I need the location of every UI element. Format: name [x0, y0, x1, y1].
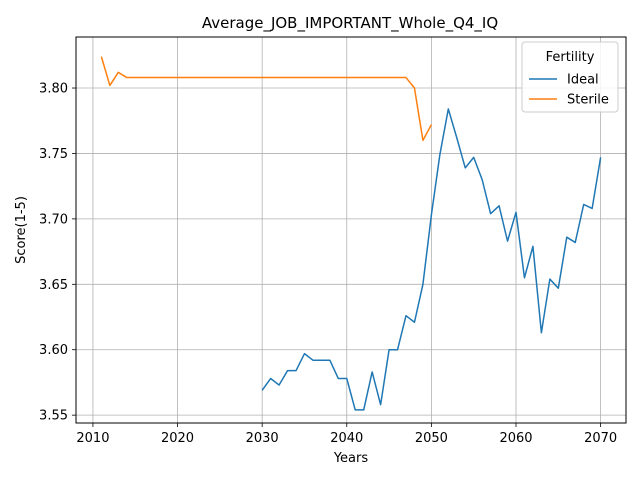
series-line-ideal [261, 108, 602, 411]
legend-items: Ideal Sterile [529, 73, 609, 108]
plot-frame [75, 36, 627, 424]
y-axis-ticks: 3.55 3.60 3.65 3.70 3.75 3.80 [39, 82, 76, 424]
x-tick-label: 2020 [161, 431, 194, 446]
x-tick-label: 2070 [584, 431, 617, 446]
y-tick-label: 3.75 [39, 147, 68, 162]
legend-label-sterile: Sterile [567, 93, 609, 108]
x-tick-label: 2030 [246, 431, 279, 446]
y-tick-label: 3.65 [39, 278, 68, 293]
legend: Fertility Ideal Sterile [521, 41, 619, 113]
y-tick-label: 3.55 [39, 409, 68, 424]
y-tick-label: 3.70 [39, 212, 68, 227]
chart-title: Average_JOB_IMPORTANT_Whole_Q4_IQ [202, 14, 498, 33]
legend-box [521, 41, 619, 113]
legend-label-ideal: Ideal [567, 73, 599, 88]
x-tick-label: 2060 [499, 431, 532, 446]
x-tick-label: 2010 [76, 431, 109, 446]
x-axis-ticks: 2010 2020 2030 2040 2050 2060 2070 [76, 423, 617, 446]
x-tick-label: 2050 [415, 431, 448, 446]
y-tick-label: 3.60 [39, 343, 68, 358]
series-lines [100, 56, 602, 411]
legend-title: Fertility [546, 50, 595, 65]
x-axis-label: Years [333, 451, 369, 466]
x-tick-label: 2040 [330, 431, 363, 446]
y-axis-label: Score(1-5) [14, 196, 29, 264]
series-line-sterile [100, 56, 433, 142]
y-tick-label: 3.80 [39, 82, 68, 97]
